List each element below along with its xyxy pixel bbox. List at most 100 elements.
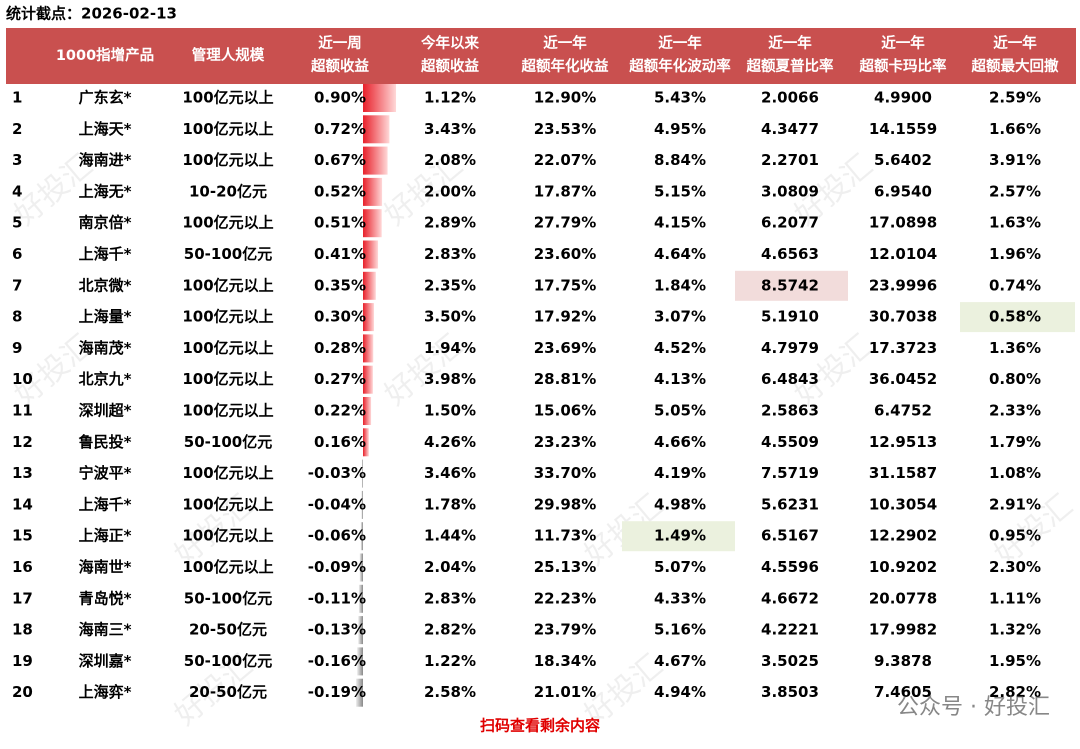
report-date: 统计截点：2026-02-13	[6, 5, 177, 23]
cell-text: 3.0809	[761, 182, 819, 200]
data-bar	[363, 240, 379, 269]
cell-text: 5	[12, 214, 22, 232]
cell-text: 17.3723	[869, 339, 937, 357]
cell-text: 1.32%	[989, 621, 1041, 639]
cell-text: 18.34%	[534, 652, 596, 670]
cell-text: 海南世*	[79, 558, 132, 576]
cell-text: 6	[12, 245, 22, 263]
cell-text: 2.35%	[424, 276, 476, 294]
cell-text: 7.5719	[761, 464, 819, 482]
cell-text: 3	[12, 151, 22, 169]
cell-text: 4.94%	[654, 683, 706, 701]
cell-text: 4.6563	[761, 245, 819, 263]
cell-text: 2.59%	[989, 89, 1041, 107]
cell-text: 8.84%	[654, 151, 706, 169]
cell-text: 7	[12, 276, 22, 294]
cell-text: 5.05%	[654, 402, 706, 420]
column-header: 近一年	[543, 34, 587, 52]
cell-text: 5.16%	[654, 621, 706, 639]
cell-text: 17.9982	[869, 621, 937, 639]
cell-text: 15.06%	[534, 402, 596, 420]
cell-text: 17.75%	[534, 276, 596, 294]
data-bar	[363, 428, 369, 457]
cell-text: 100亿元以上	[182, 527, 273, 545]
column-header: 近一年	[993, 34, 1037, 52]
cell-text: 14	[12, 495, 33, 513]
column-header: 今年以来	[420, 34, 479, 52]
cell-text: 4.33%	[654, 589, 706, 607]
data-bar	[363, 177, 383, 206]
cell-text: 28.81%	[534, 370, 596, 388]
cell-text: 0.22%	[314, 402, 366, 420]
header-row	[6, 28, 1076, 84]
cell-text: 青岛悦*	[79, 589, 132, 607]
cell-text: 20-50亿元	[189, 683, 267, 701]
cell-text: 17	[12, 589, 33, 607]
cell-text: 1.11%	[989, 589, 1041, 607]
cell-text: 1.49%	[654, 527, 706, 545]
cell-text: 4.64%	[654, 245, 706, 263]
cell-text: 3.98%	[424, 370, 476, 388]
cell-text: 0.74%	[989, 276, 1041, 294]
column-header: 超额收益	[310, 57, 369, 75]
cell-text: 23.69%	[534, 339, 596, 357]
data-bar	[361, 459, 363, 488]
cell-text: 上海千*	[79, 495, 132, 513]
cell-text: 1.79%	[989, 433, 1041, 451]
cell-text: 20	[12, 683, 33, 701]
cell-text: 3.07%	[654, 308, 706, 326]
cell-text: 23.9996	[869, 276, 937, 294]
cell-text: 6.4752	[874, 402, 932, 420]
cell-text: 12.0104	[869, 245, 937, 263]
cell-text: 14.1559	[869, 120, 937, 138]
cell-text: 0.90%	[314, 89, 366, 107]
cell-text: 5.07%	[654, 558, 706, 576]
cell-text: 2.5863	[761, 402, 819, 420]
cell-text: 17.87%	[534, 182, 596, 200]
cell-text: 1.84%	[654, 276, 706, 294]
data-bar	[359, 553, 363, 582]
column-header: 近一年	[658, 34, 702, 52]
cell-text: 100亿元以上	[182, 89, 273, 107]
cell-text: 19	[12, 652, 33, 670]
cell-text: 4.2221	[761, 621, 819, 639]
cell-text: 7.4605	[874, 683, 932, 701]
cell-text: 2.08%	[424, 151, 476, 169]
footer-link[interactable]: 扫码查看剩余内容	[480, 717, 600, 735]
cell-text: 31.1587	[869, 464, 937, 482]
cell-text: 1.66%	[989, 120, 1041, 138]
cell-text: 33.70%	[534, 464, 596, 482]
cell-text: 5.15%	[654, 182, 706, 200]
cell-text: -0.04%	[308, 495, 366, 513]
cell-text: 2	[12, 120, 22, 138]
highlight-cell	[960, 302, 1075, 333]
cell-text: 23.79%	[534, 621, 596, 639]
cell-text: 5.43%	[654, 89, 706, 107]
cell-text: 2.83%	[424, 589, 476, 607]
cell-text: 上海正*	[79, 527, 132, 545]
cell-text: 4.5596	[761, 558, 819, 576]
cell-text: 0.27%	[314, 370, 366, 388]
cell-text: 8	[12, 308, 22, 326]
data-bar	[363, 303, 375, 332]
cell-text: -0.19%	[308, 683, 366, 701]
cell-text: 16	[12, 558, 33, 576]
cell-text: 0.35%	[314, 276, 366, 294]
cell-text: 北京九*	[79, 370, 132, 388]
cell-text: 12.9513	[869, 433, 937, 451]
cell-text: 0.28%	[314, 339, 366, 357]
cell-text: 广东玄*	[79, 89, 132, 107]
cell-text: 1.94%	[424, 339, 476, 357]
data-bar	[357, 647, 363, 676]
cell-text: 10	[12, 370, 33, 388]
cell-text: 22.07%	[534, 151, 596, 169]
cell-text: 1.96%	[989, 245, 1041, 263]
cell-text: 0.72%	[314, 120, 366, 138]
data-bar	[361, 490, 363, 519]
cell-text: 6.2077	[761, 214, 819, 232]
cell-text: 4	[12, 182, 22, 200]
cell-text: -0.03%	[308, 464, 366, 482]
data-bar	[356, 678, 363, 707]
data-bar	[363, 209, 382, 238]
